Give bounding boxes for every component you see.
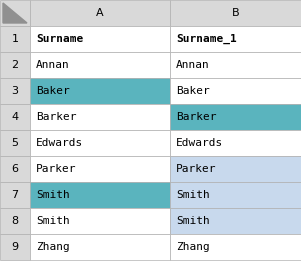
Text: Edwards: Edwards — [176, 138, 223, 148]
Bar — [0, 182, 30, 208]
Text: 6: 6 — [11, 164, 18, 174]
Bar — [0, 26, 30, 52]
Bar — [30, 78, 170, 104]
Bar — [170, 26, 301, 52]
Text: Parker: Parker — [36, 164, 76, 174]
Text: Surname: Surname — [36, 34, 83, 44]
Bar — [170, 0, 301, 26]
Bar — [0, 52, 30, 78]
Bar — [30, 156, 170, 182]
Text: Smith: Smith — [36, 190, 70, 200]
Text: Annan: Annan — [36, 60, 70, 70]
Text: 7: 7 — [11, 190, 19, 200]
Text: Baker: Baker — [36, 86, 70, 96]
Bar — [170, 130, 301, 156]
Bar — [0, 0, 30, 26]
Text: Barker: Barker — [36, 112, 76, 122]
Text: 9: 9 — [11, 242, 19, 252]
Text: Barker: Barker — [176, 112, 216, 122]
Text: Smith: Smith — [176, 216, 210, 226]
Bar — [30, 234, 170, 260]
Text: 1: 1 — [11, 34, 18, 44]
Text: A: A — [96, 8, 104, 18]
Polygon shape — [3, 3, 27, 23]
Bar — [0, 208, 30, 234]
Bar — [170, 208, 301, 234]
Text: 2: 2 — [11, 60, 19, 70]
Bar — [170, 156, 301, 182]
Bar — [170, 234, 301, 260]
Text: Edwards: Edwards — [36, 138, 83, 148]
Bar — [30, 182, 170, 208]
Text: 4: 4 — [11, 112, 19, 122]
Bar — [30, 104, 170, 130]
Bar — [30, 26, 170, 52]
Bar — [0, 78, 30, 104]
Text: Smith: Smith — [36, 216, 70, 226]
Bar — [30, 130, 170, 156]
Text: Surname_1: Surname_1 — [176, 34, 237, 44]
Bar — [170, 104, 301, 130]
Text: 8: 8 — [11, 216, 19, 226]
Text: 3: 3 — [11, 86, 18, 96]
Text: Zhang: Zhang — [176, 242, 210, 252]
Bar — [170, 52, 301, 78]
Text: Parker: Parker — [176, 164, 216, 174]
Text: Smith: Smith — [176, 190, 210, 200]
Bar — [30, 208, 170, 234]
Bar — [170, 182, 301, 208]
Bar — [0, 156, 30, 182]
Bar — [0, 234, 30, 260]
Bar — [30, 0, 170, 26]
Bar — [170, 78, 301, 104]
Text: Baker: Baker — [176, 86, 210, 96]
Text: B: B — [232, 8, 239, 18]
Bar — [0, 130, 30, 156]
Bar — [0, 104, 30, 130]
Text: Annan: Annan — [176, 60, 210, 70]
Text: Zhang: Zhang — [36, 242, 70, 252]
Text: 5: 5 — [11, 138, 18, 148]
Bar — [30, 52, 170, 78]
